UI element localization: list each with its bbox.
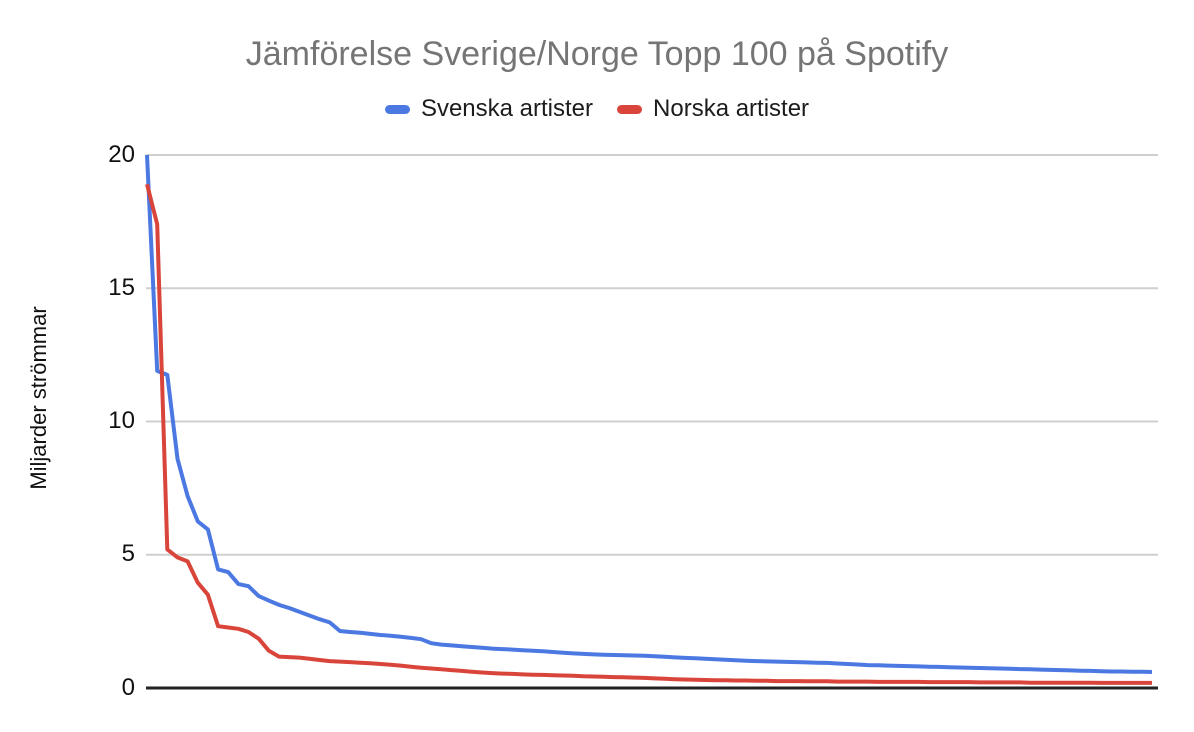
y-tick-10: 10 — [108, 407, 135, 434]
legend-label-svenska: Svenska artister — [420, 95, 594, 122]
y-tick-0: 0 — [121, 674, 135, 701]
legend-swatch-norska-icon — [617, 104, 643, 114]
legend-label-norska: Norska artister — [653, 95, 810, 122]
legend-item-svenska[interactable]: Svenska artister — [384, 95, 594, 123]
y-tick-15: 15 — [108, 274, 135, 301]
y-tick-5: 5 — [121, 540, 135, 567]
legend-item-norska[interactable]: Norska artister — [617, 95, 809, 123]
chart-legend: Svenska artister Norska artister — [0, 95, 1194, 123]
legend-swatch-svenska-icon — [384, 104, 410, 114]
y-tick-20: 20 — [108, 141, 135, 168]
chart-title: Jämförelse Sverige/Norge Topp 100 på Spo… — [245, 35, 949, 73]
line-norska-artister[interactable] — [145, 183, 1152, 685]
line-svenska-artister[interactable] — [145, 154, 1153, 674]
